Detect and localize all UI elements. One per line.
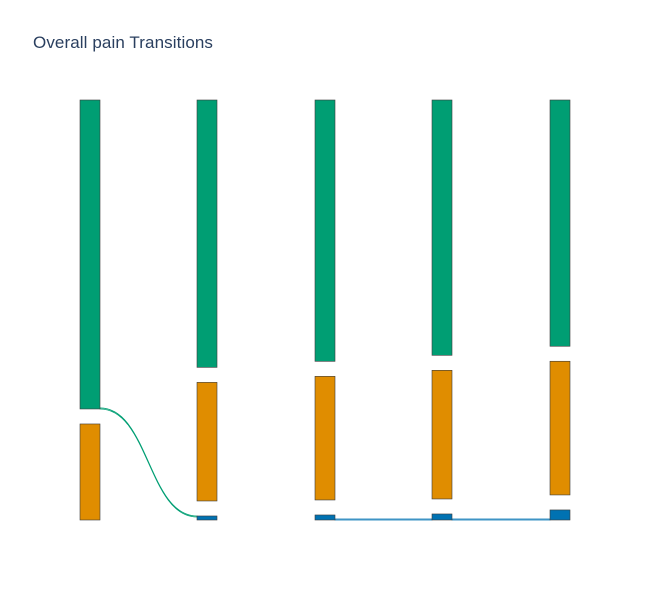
link-3-blue-to-blue [451,518,551,521]
link-0-orange-to-orange [100,440,197,517]
node-stage-1-green[interactable] [196,99,218,368]
link-2-orange-to-green [335,311,432,418]
link-1-green-to-blue [217,365,315,517]
link-1-orange-to-green [217,320,315,421]
node-stage-0-green[interactable] [79,99,101,410]
link-0-orange-to-blue [100,517,197,520]
link-0-orange-to-green [100,339,197,453]
link-1-orange-to-blue [217,498,315,520]
node-stage-2-blue[interactable] [314,514,336,521]
link-0-green-to-orange [100,348,197,439]
link-3-blue-to-green [452,344,550,516]
link-3-orange-to-blue [452,493,550,519]
link-3-green-to-green [452,100,550,304]
link-3-green-to-orange [452,304,550,409]
link-0-green-to-green [100,100,197,348]
chart-title: Overall pain Transitions [33,33,214,52]
link-1-green-to-orange [217,320,315,421]
link-1-orange-to-orange [217,422,315,498]
link-2-blue-to-green [335,353,432,517]
link-2-blue-to-blue [334,518,433,521]
node-stage-0-orange[interactable] [79,423,101,521]
node-stage-3-blue[interactable] [431,513,453,521]
link-2-blue-to-orange [335,497,432,519]
link-2-orange-to-blue [335,497,432,519]
link-3-orange-to-green [452,304,550,410]
sankey-nodes [79,99,571,521]
link-3-green-to-blue [452,352,550,513]
node-stage-4-blue[interactable] [549,509,571,521]
link-2-green-to-green [335,100,432,311]
link-1-blue-to-orange [217,498,315,520]
node-stage-4-green[interactable] [549,99,571,347]
node-stage-1-blue[interactable] [196,515,218,521]
link-1-blue-to-green [217,359,315,518]
node-stage-1-orange[interactable] [196,382,218,502]
link-0-green-to-blue [99,407,198,518]
node-stage-3-green[interactable] [431,99,453,356]
link-2-orange-to-orange [335,419,432,497]
link-3-orange-to-orange [452,410,550,493]
link-3-blue-to-orange [452,492,550,519]
node-stage-2-orange[interactable] [314,376,336,501]
node-stage-2-green[interactable] [314,99,336,362]
link-2-green-to-blue [335,359,432,516]
link-2-green-to-orange [335,311,432,418]
link-1-green-to-green [217,100,315,320]
node-stage-4-orange[interactable] [549,360,571,496]
node-stage-3-orange[interactable] [431,370,453,500]
